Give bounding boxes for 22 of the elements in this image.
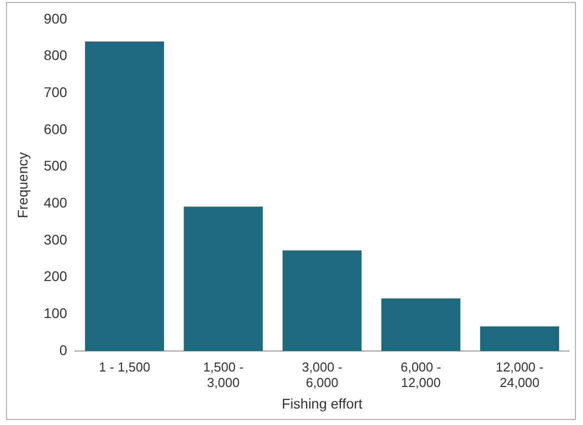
bar [184, 206, 263, 351]
bar [381, 298, 460, 351]
y-tick-label: 500 [44, 158, 68, 174]
y-tick-label: 800 [44, 47, 68, 64]
y-tick-label: 0 [59, 342, 68, 358]
y-tick-label: 600 [44, 120, 68, 137]
bar [85, 42, 164, 351]
y-tick-label: 300 [44, 231, 68, 248]
x-tick-label: 6,000 - 12,000 [400, 359, 442, 390]
x-tick-label: 1,500 - 3,000 [203, 359, 244, 390]
bar [282, 250, 362, 351]
y-axis-title: Frequency [14, 152, 30, 218]
x-tick-label: 3,000 - 6,000 [302, 359, 342, 390]
y-tick-label: 900 [44, 10, 68, 26]
y-tick-label: 400 [44, 194, 68, 210]
y-tick-label: 200 [44, 268, 68, 284]
bar [480, 326, 560, 351]
y-tick-label: 700 [44, 84, 68, 100]
y-tick-label: 100 [44, 305, 68, 322]
x-tick-label: 12,000 - 24,000 [496, 359, 544, 390]
x-tick-label: 1 - 1,500 [98, 359, 150, 374]
x-axis-title: Fishing effort [282, 395, 363, 412]
